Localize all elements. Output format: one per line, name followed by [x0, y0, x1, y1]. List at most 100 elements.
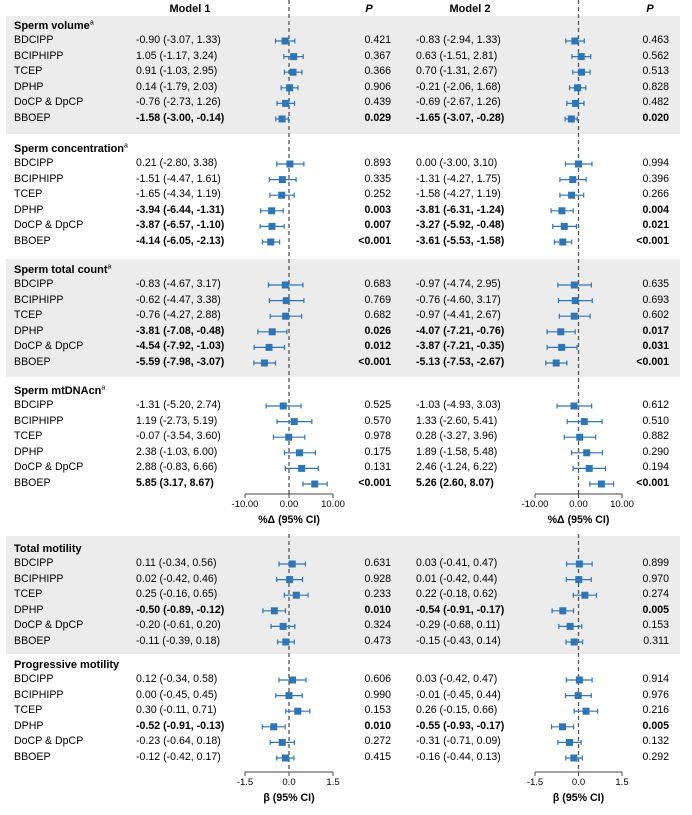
- row-label: DoCP & DpCP: [14, 219, 84, 232]
- model1-p-value: 0.026: [364, 324, 391, 337]
- model1-tick-label: 0.0: [282, 777, 296, 788]
- model1-point-estimate: [268, 222, 276, 230]
- model1-point-estimate: [282, 99, 290, 107]
- model1-p-value: 0.324: [364, 619, 391, 632]
- model2-tick-label: -10.00: [521, 499, 549, 510]
- model1-point-estimate: [288, 560, 296, 568]
- model1-point-estimate: [311, 480, 319, 488]
- model1-estimate: -0.07 (-3.54, 3.60): [136, 430, 221, 443]
- model2-estimate: -0.29 (-0.68, 0.11): [416, 619, 501, 632]
- group-background-band: [6, 536, 680, 654]
- model1-header: Model 1: [169, 3, 211, 15]
- model2-axis-label: %Δ (95% CI): [547, 514, 610, 526]
- model2-p-value: 0.602: [642, 309, 669, 322]
- model1-estimate: -0.50 (-0.89, -0.12): [136, 603, 225, 616]
- model2-estimate: 1.89 (-1.58, 5.48): [416, 445, 498, 458]
- model1-p-value: 0.153: [364, 704, 391, 717]
- row-label: BCIPHIPP: [14, 414, 64, 427]
- model2-p-value: 0.004: [642, 203, 669, 216]
- model2-p-value: 0.914: [642, 673, 669, 685]
- row-label: BDCIPP: [14, 34, 54, 46]
- model2-point-estimate: [570, 312, 578, 320]
- model1-p-value: 0.928: [364, 572, 391, 585]
- model1-point-estimate: [268, 328, 276, 336]
- model1-estimate: -3.87 (-6.57, -1.10): [136, 219, 225, 232]
- model2-point-estimate: [582, 707, 590, 715]
- model2-p-value: 0.882: [642, 430, 669, 443]
- model1-tick-label: 10.00: [321, 499, 345, 510]
- model1-p-value: 0.233: [364, 588, 391, 601]
- model2-estimate: 0.03 (-0.42, 0.47): [416, 673, 498, 685]
- row-label: BBOEP: [14, 751, 51, 763]
- group-background-band: [6, 259, 680, 377]
- model2-point-estimate: [570, 638, 578, 646]
- model1-p-value: <0.001: [358, 356, 391, 368]
- row-label: BCIPHIPP: [14, 293, 64, 306]
- model2-p-value: 0.311: [643, 635, 669, 647]
- model2-p-value: 0.153: [642, 619, 669, 632]
- model2-point-estimate: [571, 37, 579, 45]
- model2-estimate: -1.31 (-4.27, 1.75): [416, 172, 501, 185]
- model2-p-value: 0.005: [642, 603, 669, 616]
- model1-p-value: 0.682: [364, 309, 391, 322]
- row-label: TCEP: [14, 588, 43, 601]
- model1-point-estimate: [282, 312, 290, 320]
- model2-p-value: 0.828: [642, 80, 669, 93]
- model2-p-value: 0.021: [642, 219, 669, 232]
- row-label: TCEP: [14, 309, 43, 322]
- model1-p-value: 0.252: [364, 188, 391, 201]
- group-title-text: Sperm concentration: [14, 143, 125, 155]
- p2-header: P: [646, 3, 654, 15]
- model1-p-value: 0.007: [364, 219, 391, 232]
- model1-estimate: 0.11 (-0.34, 0.56): [136, 557, 217, 569]
- model1-tick-label: 0.00: [279, 499, 299, 510]
- model1-estimate: 2.38 (-1.03, 6.00): [136, 445, 218, 458]
- model1-estimate: 0.02 (-0.42, 0.46): [136, 572, 218, 585]
- model1-p-value: 0.010: [364, 603, 391, 616]
- model2-point-estimate: [560, 222, 568, 230]
- model1-estimate: -0.11 (-0.39, 0.18): [136, 635, 221, 647]
- model1-p-value: 0.606: [364, 673, 391, 685]
- row-label: BDCIPP: [14, 673, 54, 685]
- model1-point-estimate: [292, 591, 300, 599]
- model1-point-estimate: [270, 607, 278, 615]
- model2-point-estimate: [575, 160, 582, 168]
- model2-point-estimate: [576, 433, 584, 441]
- model2-point-estimate: [577, 53, 585, 61]
- model2-point-estimate: [571, 99, 579, 107]
- model1-p-value: 0.272: [364, 735, 391, 748]
- group-title: Progressive motility: [14, 659, 119, 672]
- model2-point-estimate: [557, 328, 565, 336]
- model2-p-value: 0.612: [642, 399, 669, 411]
- model1-point-estimate: [289, 676, 297, 684]
- model1-point-estimate: [289, 68, 297, 76]
- model1-estimate: 5.85 (3.17, 8.67): [136, 477, 214, 489]
- group-title-footnote-mark: a: [107, 263, 112, 271]
- row-label: TCEP: [14, 430, 43, 443]
- model1-point-estimate: [286, 84, 294, 92]
- model2-p-value: 0.693: [642, 293, 669, 306]
- model2-tick-label: 10.00: [610, 499, 634, 510]
- model1-estimate: 0.30 (-0.11, 0.71): [136, 704, 217, 717]
- row-label: BBOEP: [14, 635, 51, 647]
- model2-p-value: 0.976: [642, 688, 669, 701]
- model1-point-estimate: [265, 343, 273, 351]
- model2-header: Model 2: [449, 3, 491, 15]
- model2-p-value: 0.216: [642, 704, 669, 717]
- row-label: DPHP: [14, 203, 44, 216]
- model2-p-value: 0.031: [642, 340, 669, 353]
- model2-p-value: 0.266: [642, 188, 669, 201]
- model2-estimate: -1.65 (-3.07, -0.28): [416, 112, 505, 124]
- model2-estimate: -0.69 (-2.67, 1.26): [416, 96, 501, 109]
- model1-estimate: -0.12 (-0.42, 0.17): [136, 751, 221, 763]
- model2-p-value: <0.001: [636, 235, 669, 247]
- model2-p-value: 0.970: [642, 572, 669, 585]
- row-label: BCIPHIPP: [14, 49, 64, 62]
- row-label: BBOEP: [14, 235, 51, 247]
- model2-estimate: -1.58 (-4.27, 1.19): [416, 188, 501, 201]
- model1-estimate: -0.90 (-3.07, 1.33): [136, 34, 221, 46]
- model2-estimate: 0.03 (-0.41, 0.47): [416, 557, 498, 569]
- model2-p-value: 0.463: [642, 34, 669, 46]
- model1-p-value: 0.769: [364, 293, 391, 306]
- model2-tick-label: 1.5: [615, 777, 629, 788]
